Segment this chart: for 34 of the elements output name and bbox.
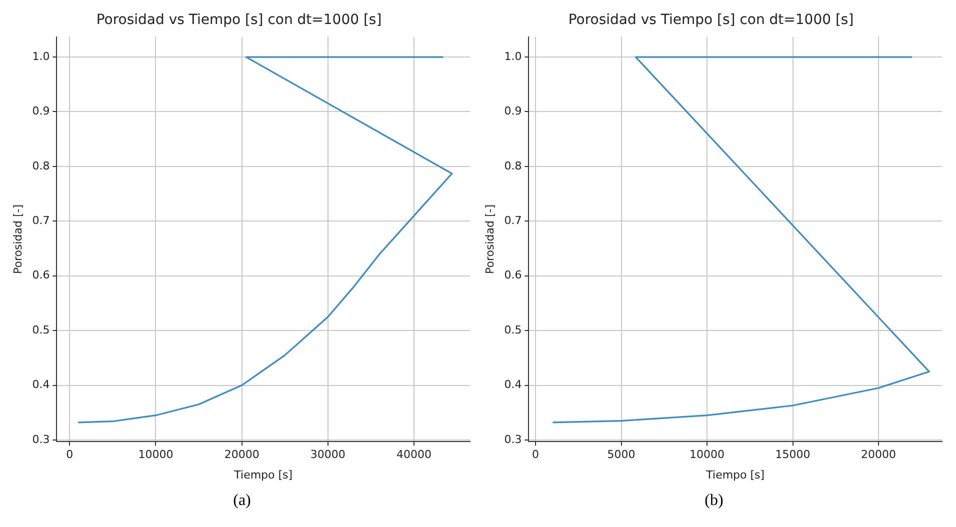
y-tick-label: 0.8: [504, 159, 522, 172]
y-tick-label: 0.5: [504, 323, 522, 336]
y-tick-label: 0.4: [504, 378, 522, 392]
y-tick-label: 0.3: [504, 432, 522, 446]
y-axis-title: Porosidad [-]: [483, 204, 496, 274]
x-tick-label: 0: [532, 448, 540, 462]
y-tick-label: 0.9: [32, 104, 50, 118]
y-tick-label: 0.8: [32, 159, 50, 172]
chart-title: Porosidad vs Tiempo [s] con dt=1000 [s]: [568, 12, 854, 28]
x-tick-label: 10000: [138, 448, 174, 462]
text: (a): [232, 492, 252, 510]
y-tick-label: 0.5: [32, 323, 50, 336]
x-tick-label: 0: [66, 448, 74, 462]
y-tick-label: 0.4: [32, 378, 50, 392]
y-tick-label: 0.9: [504, 104, 522, 118]
x-axis-title: Tiempo [s]: [705, 468, 765, 482]
y-tick-label: 0.6: [32, 268, 50, 282]
x-tick-label: 20000: [224, 448, 260, 462]
x-tick-label: 30000: [310, 448, 346, 462]
chart-title: Porosidad vs Tiempo [s] con dt=1000 [s]: [96, 12, 382, 28]
x-tick-label: 10000: [690, 448, 725, 462]
y-tick-label: 1.0: [504, 50, 522, 63]
x-tick-label: 15000: [775, 448, 810, 462]
y-axis-title: Porosidad [-]: [11, 204, 24, 274]
y-tick-label: 0.7: [32, 214, 50, 228]
x-tick-label: 5000: [607, 448, 636, 462]
x-tick-label: 40000: [396, 448, 432, 462]
y-tick-label: 0.3: [32, 432, 50, 446]
text: (b): [704, 492, 724, 510]
y-tick-label: 1.0: [32, 50, 50, 63]
x-axis-title: Tiempo [s]: [233, 468, 293, 482]
y-tick-label: 0.6: [504, 268, 522, 282]
x-tick-label: 20000: [861, 448, 896, 462]
y-tick-label: 0.7: [504, 214, 522, 228]
